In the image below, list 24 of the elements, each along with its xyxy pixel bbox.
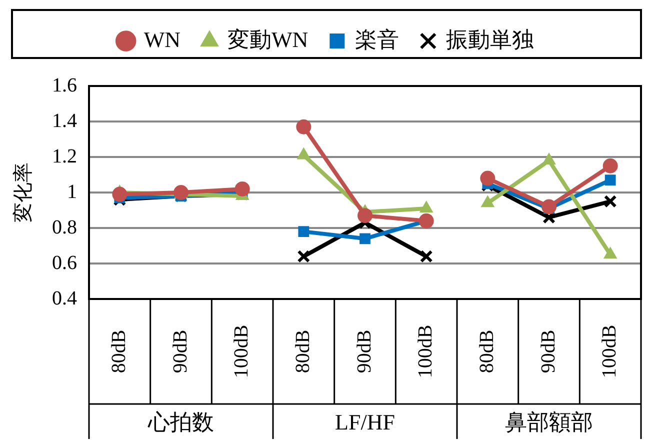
x-tick-label: 90dB: [169, 330, 192, 374]
x-tick-label: 90dB: [353, 330, 376, 374]
y-tick-label: 0.6: [52, 252, 77, 274]
text: LF/HF: [335, 409, 395, 434]
y-tick-label: 1.6: [52, 74, 77, 96]
x-tick-label: 90dB: [537, 330, 560, 374]
y-tick-label: 1: [67, 180, 77, 203]
legend-label: WN: [144, 26, 181, 52]
y-tick-label: 1.4: [52, 110, 77, 132]
y-tick-label: 0.8: [52, 216, 77, 238]
y-tick-label: 1.2: [52, 145, 77, 168]
y-axis-title: 変化率: [11, 162, 34, 222]
text: 鼻部額部: [505, 409, 593, 434]
x-tick-label: 100dB: [598, 324, 621, 378]
legend-label: 楽音: [355, 26, 400, 52]
x-tick-label: 80dB: [108, 330, 130, 374]
y-tick-label: 0.4: [52, 287, 77, 310]
legend-label: 振動単独: [446, 26, 534, 52]
x-tick-label: 80dB: [292, 330, 314, 374]
legend-label: 変動WN: [228, 26, 308, 52]
text: 心拍数: [147, 409, 214, 434]
x-tick-label: 80dB: [476, 330, 498, 374]
x-tick-label: 100dB: [230, 324, 253, 378]
x-tick-label: 100dB: [414, 324, 437, 378]
